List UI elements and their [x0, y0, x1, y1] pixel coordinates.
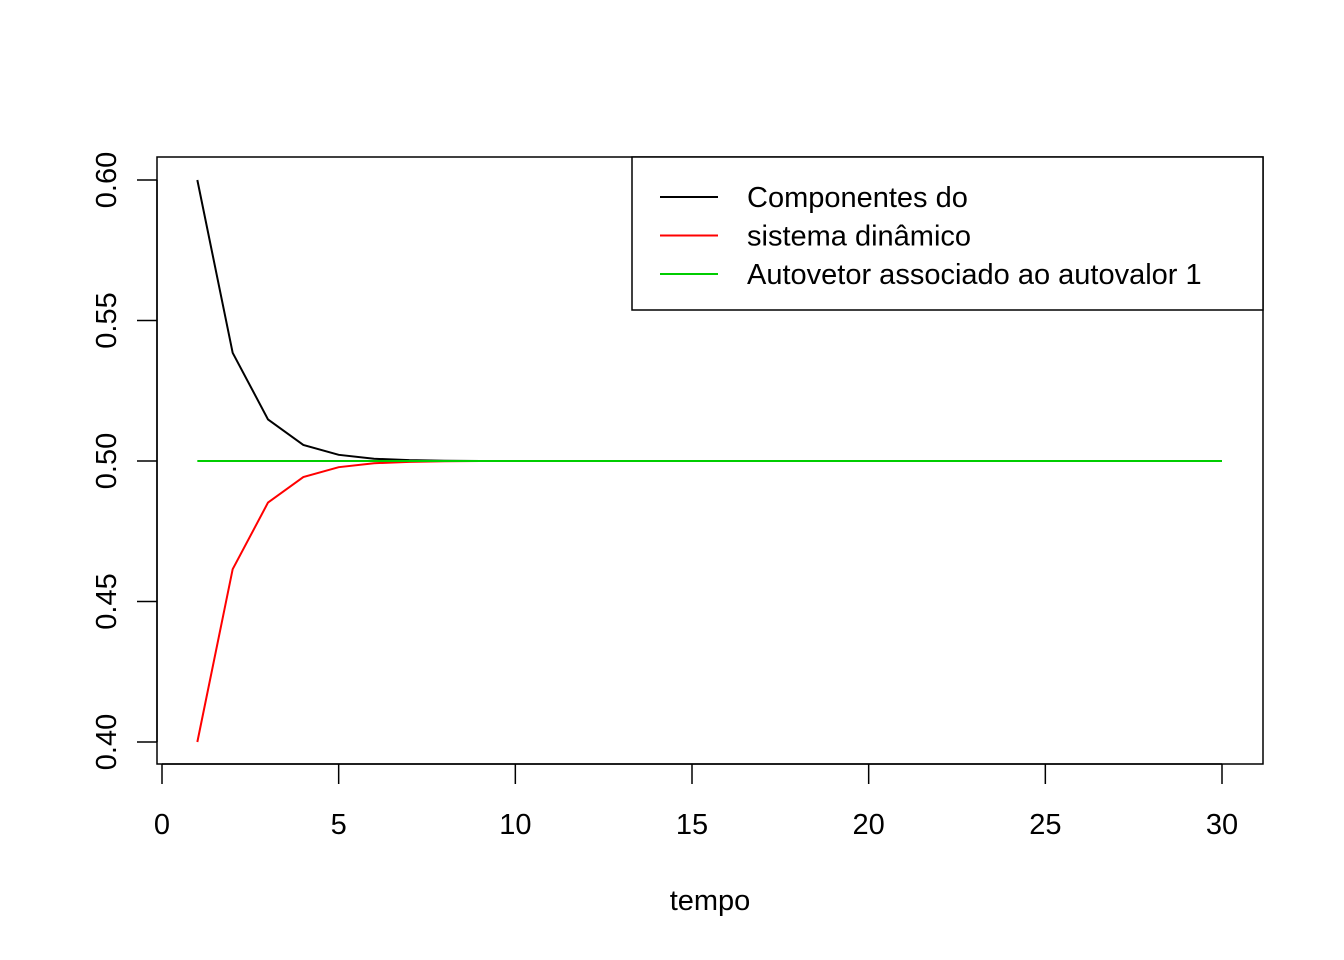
x-tick-label: 5: [331, 809, 347, 841]
series-line-2: [196, 460, 1222, 743]
y-axis: 0.40 0.45 0.50 0.55 0.60: [91, 152, 158, 770]
x-tick-label: 0: [154, 809, 170, 841]
x-axis-label: tempo: [670, 885, 751, 917]
x-tick-label: 10: [499, 809, 531, 841]
y-tick-label: 0.50: [91, 433, 123, 489]
legend-label-3: Autovetor associado ao autovalor 1: [747, 259, 1202, 291]
series-layer: [196, 179, 1222, 743]
x-tick-label: 25: [1029, 809, 1061, 841]
y-tick-label: 0.60: [91, 152, 123, 208]
legend-label-2: sistema dinâmico: [747, 221, 971, 253]
legend-box: [631, 156, 1264, 311]
x-tick-label: 20: [853, 809, 885, 841]
x-tick-label: 30: [1206, 809, 1238, 841]
legend: Componentes do sistema dinâmico Autovetor …: [631, 156, 1264, 311]
y-tick-label: 0.55: [91, 292, 123, 348]
y-tick-label: 0.40: [91, 714, 123, 770]
x-axis: 0 5 10 15 20 25 30: [154, 763, 1238, 841]
legend-label-1: Componentes do: [747, 182, 968, 214]
y-tick-label: 0.45: [91, 573, 123, 629]
x-tick-label: 15: [676, 809, 708, 841]
